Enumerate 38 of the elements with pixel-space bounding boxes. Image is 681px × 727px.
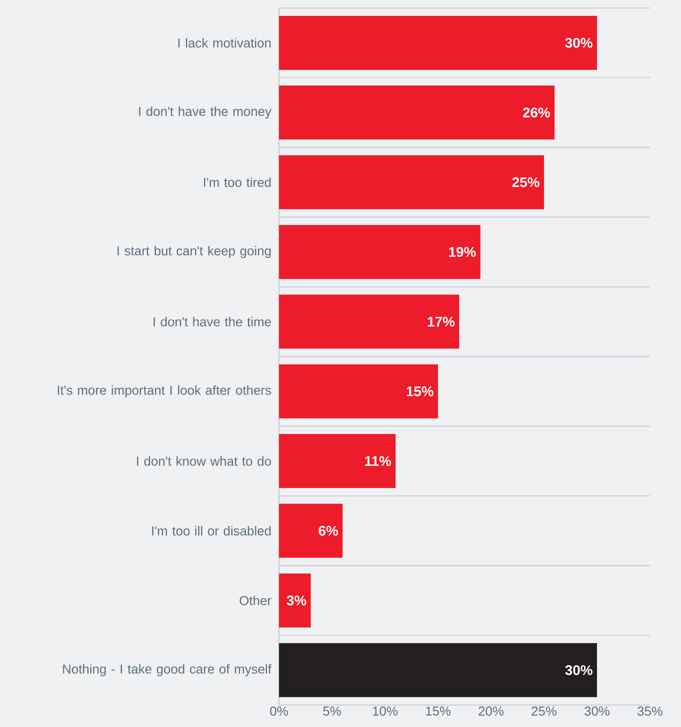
y-tick-label: Other — [240, 596, 272, 606]
x-tick-label: 0% — [270, 706, 288, 716]
x-tick-label: 15% — [426, 706, 451, 716]
x-tick-label: 20% — [478, 706, 504, 716]
bar — [279, 294, 460, 349]
y-tick-label: Nothing - I take good care of myself — [63, 664, 272, 676]
y-tick-label: I'm too ill or disabled — [152, 526, 271, 536]
y-tick-label: I'm too tired — [204, 177, 271, 188]
x-tick-label: 10% — [373, 706, 398, 716]
y-tick-label: I don't know what to do — [137, 456, 271, 466]
bar — [279, 573, 311, 628]
bar — [279, 643, 597, 698]
data-label: 26% — [522, 108, 550, 118]
x-tick-label: 5% — [323, 706, 341, 716]
x-tick-label: 35% — [638, 706, 663, 716]
y-tick-label: I start but can't keep going — [118, 246, 271, 258]
data-label: 30% — [565, 38, 592, 48]
data-label: 25% — [512, 177, 540, 188]
x-tick-label: 30% — [584, 706, 610, 716]
data-label: 6% — [318, 526, 338, 536]
bar — [279, 155, 544, 210]
data-label: 15% — [406, 386, 434, 396]
x-tick-label: 25% — [532, 706, 557, 716]
bar — [279, 86, 555, 140]
y-tick-label: It's more important I look after others — [58, 385, 271, 398]
data-label: 11% — [365, 456, 392, 466]
bar — [279, 434, 396, 488]
bar — [279, 364, 438, 418]
data-label: 3% — [286, 596, 306, 606]
data-label: 19% — [449, 247, 476, 257]
bar — [279, 16, 597, 70]
bar — [279, 224, 480, 279]
y-tick-label: I lack motivation — [178, 38, 271, 48]
data-label: 17% — [428, 316, 455, 327]
data-label: 30% — [565, 665, 592, 676]
bar — [279, 504, 343, 558]
y-tick-label: I don't have the money — [139, 106, 272, 119]
y-tick-label: I don't have the time — [154, 316, 271, 326]
